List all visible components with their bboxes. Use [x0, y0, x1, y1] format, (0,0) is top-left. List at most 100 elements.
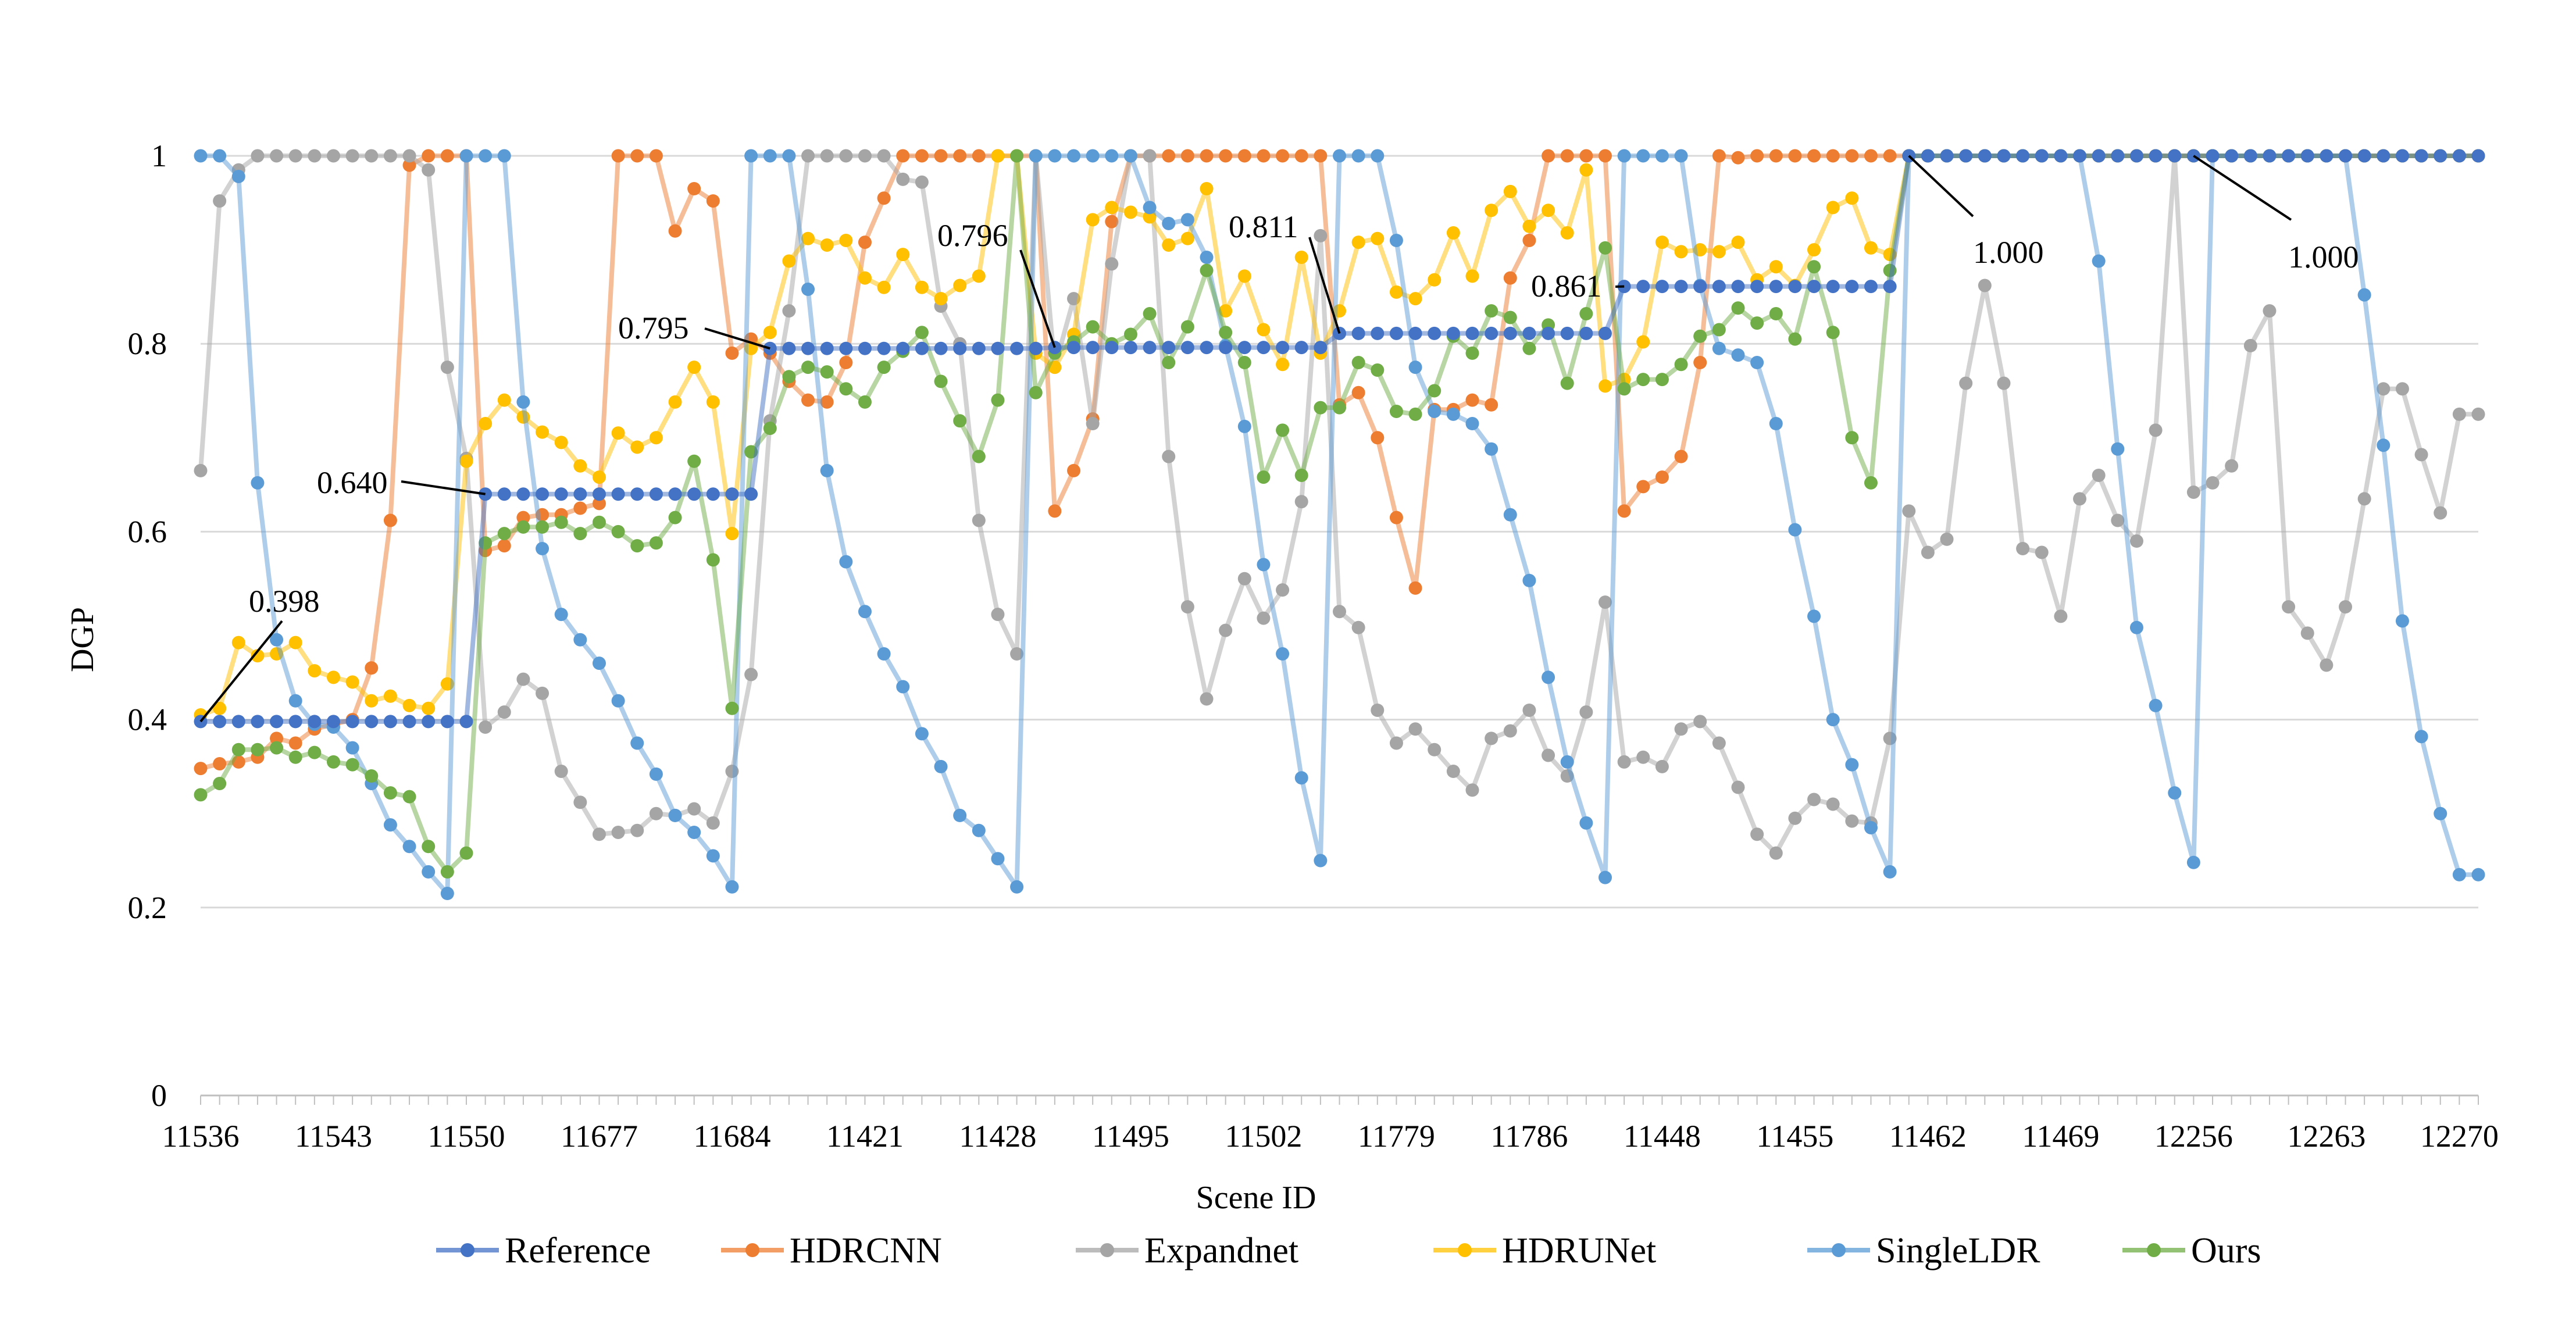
y-tick-label: 0.8: [128, 326, 167, 361]
data-point: [820, 464, 834, 477]
data-point: [972, 824, 986, 837]
data-point: [593, 470, 606, 484]
data-point: [194, 149, 208, 163]
data-point: [555, 487, 568, 501]
data-point: [1314, 401, 1327, 415]
data-point: [251, 476, 264, 490]
data-point: [251, 149, 264, 163]
data-point: [1295, 149, 1308, 163]
data-point: [725, 347, 738, 360]
data-point: [630, 824, 644, 837]
data-point: [991, 342, 1004, 355]
data-point: [1788, 333, 1801, 346]
data-point: [2111, 514, 2124, 527]
data-point: [1276, 647, 1289, 661]
data-point: [1428, 273, 1441, 287]
data-point: [308, 664, 321, 677]
data-point: [498, 487, 511, 501]
legend-swatch-marker: [2147, 1243, 2161, 1257]
data-point: [1352, 235, 1365, 249]
data-point: [2035, 545, 2049, 559]
data-point: [1504, 311, 1517, 324]
data-point: [2282, 149, 2295, 163]
data-point: [1465, 269, 1479, 283]
data-point: [1409, 292, 1422, 305]
data-point: [991, 149, 1004, 163]
x-tick-label: 11455: [1756, 1119, 1833, 1154]
data-point: [1257, 149, 1270, 163]
data-point: [1238, 572, 1251, 586]
data-point: [877, 149, 891, 163]
data-point: [1921, 545, 1935, 559]
data-point: [1693, 715, 1707, 728]
data-point: [972, 269, 986, 283]
data-point: [1522, 220, 1536, 233]
data-point: [669, 511, 682, 524]
data-point: [991, 394, 1004, 407]
data-point: [1845, 149, 1858, 163]
data-point: [1485, 204, 1498, 217]
data-point: [1656, 470, 1669, 484]
data-point: [289, 636, 302, 649]
data-point: [669, 395, 682, 409]
data-point: [1143, 149, 1157, 163]
data-point: [1276, 583, 1289, 597]
data-point: [877, 647, 891, 661]
data-point: [1731, 151, 1744, 165]
x-tick-label: 11786: [1490, 1119, 1568, 1154]
data-point: [2415, 730, 2428, 743]
data-point: [650, 431, 663, 444]
data-point: [1599, 241, 1612, 255]
data-point: [1238, 269, 1251, 283]
y-tick-label: 0.2: [128, 890, 167, 925]
data-point: [650, 807, 663, 820]
x-tick-label: 11428: [959, 1119, 1036, 1154]
data-point: [1257, 341, 1270, 354]
data-point: [1712, 245, 1726, 258]
data-point: [1162, 217, 1175, 230]
data-point: [308, 149, 321, 163]
data-point: [1447, 327, 1460, 340]
data-point: [972, 149, 986, 163]
data-point: [1485, 304, 1498, 317]
data-point: [839, 342, 852, 355]
data-point: [2301, 626, 2314, 640]
data-point: [1504, 272, 1517, 285]
data-point: [1656, 235, 1669, 249]
data-point: [1618, 382, 1631, 395]
data-point: [630, 440, 644, 454]
data-point: [384, 514, 397, 527]
data-point: [1731, 301, 1744, 315]
data-point: [1618, 504, 1631, 518]
data-point: [1276, 358, 1289, 371]
data-point: [1845, 191, 1858, 205]
data-point: [459, 149, 473, 163]
data-point: [1162, 450, 1175, 463]
data-point: [1200, 341, 1214, 354]
data-point: [2377, 149, 2390, 163]
data-point: [573, 459, 587, 473]
data-point: [1561, 377, 1574, 390]
data-point: [782, 370, 795, 383]
data-point: [1200, 182, 1214, 195]
data-point: [1485, 731, 1498, 745]
data-point: [593, 487, 606, 501]
data-point: [1864, 149, 1878, 163]
x-axis-title: Scene ID: [1196, 1180, 1316, 1216]
data-point: [459, 715, 473, 728]
data-point: [1731, 348, 1744, 362]
data-point: [2339, 149, 2352, 163]
data-point: [1656, 760, 1669, 773]
data-point: [1883, 280, 1897, 293]
data-point: [1504, 185, 1517, 198]
data-point: [707, 816, 720, 830]
legend-swatch-marker: [745, 1243, 759, 1257]
data-point: [1465, 394, 1479, 407]
data-point: [593, 827, 606, 841]
data-point: [1409, 361, 1422, 374]
data-point: [2453, 149, 2466, 163]
data-point: [934, 760, 948, 773]
data-point: [1295, 771, 1308, 784]
data-point: [1826, 280, 1840, 293]
data-point: [1561, 226, 1574, 240]
